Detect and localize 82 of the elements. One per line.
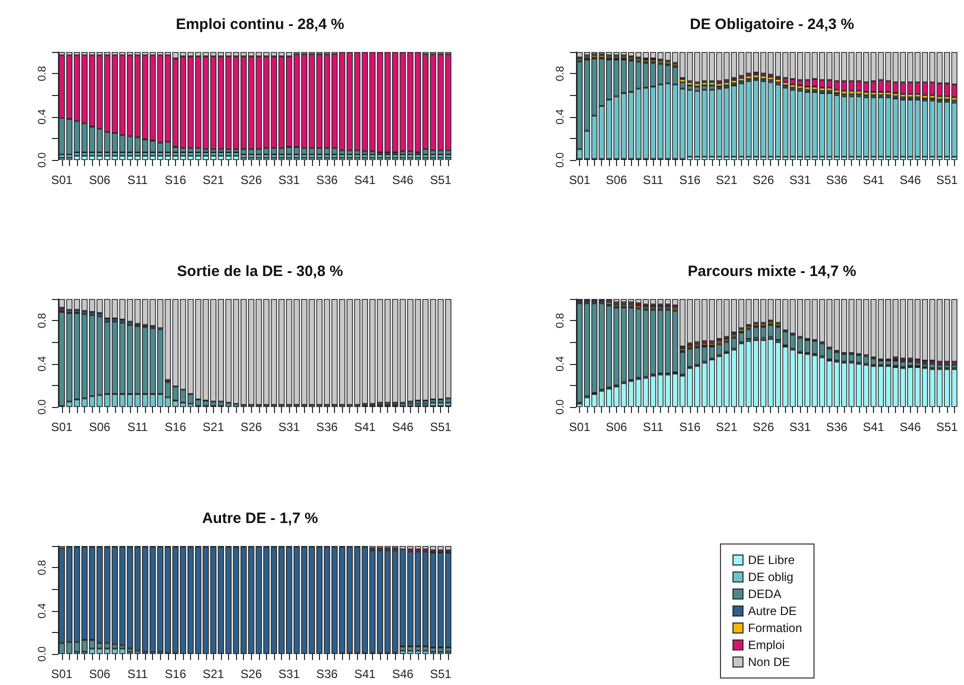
x-tick-label: S41 [354,420,376,434]
x-tick-label: S11 [127,420,148,434]
legend-label: Non DE [748,655,790,669]
x-tick-label: S16 [164,420,186,434]
y-tick-label: 0.8 [36,560,48,576]
x-tick-label: S01 [51,173,73,187]
x-tick-label: S11 [127,173,148,187]
y-tick-label: 0.0 [554,152,566,168]
x-tick-label: S41 [354,667,376,681]
x-tick-label: S06 [88,420,111,434]
x-tick-label: S51 [430,420,452,434]
x-tick-label: S51 [430,173,452,187]
y-tick-label: 0.4 [36,356,48,372]
x-tick-label: S36 [316,420,338,434]
chart-title: Emploi continu - 28,4 % [176,16,344,33]
x-tick-label: S21 [716,420,738,434]
x-tick-label: S01 [568,420,591,434]
x-tick-label: S31 [789,173,812,187]
x-tick-label: S41 [354,173,376,187]
y-tick-label: 0.4 [36,109,48,124]
x-tick-label: S36 [826,173,848,187]
y-tick-label: 0.8 [36,66,48,82]
x-tick-label: S21 [716,173,738,187]
x-tick-label: S51 [936,420,958,434]
y-tick-label: 0.0 [554,399,566,415]
x-tick-label: S51 [430,667,452,681]
chart-title: Autre DE - 1,7 % [202,510,318,527]
x-tick-label: S11 [127,667,148,681]
x-tick-label: S21 [202,420,224,434]
x-tick-label: S11 [642,420,664,434]
legend-label: Emploi [748,638,785,652]
x-tick-label: S16 [679,173,701,187]
chart-title: Parcours mixte - 14,7 % [688,263,856,280]
x-tick-label: S16 [164,173,186,187]
legend-label: DE Libre [748,553,795,567]
y-tick-label: 0.4 [554,109,566,124]
x-tick-label: S26 [240,667,262,681]
x-tick-label: S41 [862,420,885,434]
x-tick-label: S21 [202,667,224,681]
x-tick-label: S06 [88,667,111,681]
x-tick-label: S26 [240,173,262,187]
x-tick-label: S46 [900,420,922,434]
x-tick-label: S11 [642,173,664,187]
x-tick-label: S51 [936,173,958,187]
x-tick-label: S31 [278,420,300,434]
x-tick-label: S21 [202,173,224,187]
y-tick-label: 0.8 [36,312,48,328]
chart-title: Sortie de la DE - 30,8 % [177,263,343,280]
chart-title: DE Obligatoire - 24,3 % [690,16,854,33]
x-tick-label: S26 [752,420,774,434]
x-tick-label: S46 [392,667,414,681]
y-tick-label: 0.4 [36,603,48,618]
y-tick-label: 0.4 [554,356,566,372]
x-tick-label: S36 [826,420,848,434]
x-tick-label: S01 [51,420,73,434]
legend-label: DEDA [748,587,782,601]
x-tick-label: S46 [900,173,922,187]
x-tick-label: S36 [316,173,338,187]
x-tick-label: S01 [51,667,73,681]
x-tick-label: S31 [789,420,812,434]
x-tick-label: S01 [568,173,591,187]
x-tick-label: S26 [752,173,774,187]
legend-label: Autre DE [748,604,797,618]
y-tick-label: 0.0 [36,399,48,415]
y-tick-label: 0.8 [554,66,566,82]
legend-label: DE oblig [748,570,794,584]
y-tick-label: 0.0 [36,152,48,168]
y-tick-label: 0.0 [36,646,48,662]
x-tick-label: S36 [316,667,338,681]
x-tick-label: S16 [679,420,701,434]
x-tick-label: S41 [862,173,885,187]
x-tick-label: S06 [606,420,628,434]
x-tick-label: S46 [392,420,414,434]
x-tick-label: S31 [278,667,300,681]
x-tick-label: S06 [88,173,111,187]
y-tick-label: 0.8 [554,312,566,328]
x-tick-label: S31 [278,173,300,187]
x-tick-label: S06 [606,173,628,187]
x-tick-label: S16 [164,667,186,681]
x-tick-label: S46 [392,173,414,187]
legend-label: Formation [748,621,802,635]
x-tick-label: S26 [240,420,262,434]
